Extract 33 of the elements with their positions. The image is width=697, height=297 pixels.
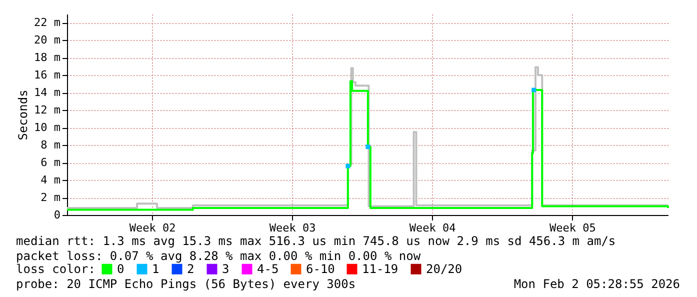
x-tick-label: Week 04 <box>409 222 456 234</box>
point <box>532 88 536 92</box>
legend-label: 0 <box>117 262 124 276</box>
y-tick-label: 22 m <box>34 16 61 30</box>
text: Mon Feb 2 05:28:55 2026 <box>514 277 680 291</box>
legend-label: 11-19 <box>362 262 398 276</box>
y-tick-label: 12 m <box>34 104 61 117</box>
x-tick-label: Week 05 <box>549 222 596 234</box>
y-tick-label: 2 m <box>40 191 61 204</box>
y-tick-label: 0 <box>54 208 60 222</box>
y-tick-label: 14 m <box>34 86 61 100</box>
text: packet loss: 0.07 % avg 8.28 % max 0.00 % min 0.00 % now <box>16 249 422 263</box>
x-tick-label: Week 03 <box>269 222 316 234</box>
point <box>346 164 350 168</box>
y-axis-title: Seconds <box>16 90 30 140</box>
legend-title: loss color: <box>16 262 96 276</box>
y-tick-label: 4 m <box>40 174 61 187</box>
legend-label: 2 <box>187 262 194 276</box>
y-tick-label: 6 m <box>40 156 61 170</box>
legend-label: 1 <box>152 262 160 276</box>
legend-label: 6-10 <box>306 262 335 276</box>
text: median rtt: 1.3 ms avg 15.3 ms max 516.3 us min 745.8 us now 2.9 ms sd 456.3 m am/s <box>16 234 616 248</box>
y-tick-label: 10 m <box>34 121 61 134</box>
y-tick-label: 18 m <box>34 51 61 64</box>
legend-label: 20/20 <box>426 262 462 276</box>
point <box>366 144 370 150</box>
text: probe: 20 ICMP Echo Pings (56 Bytes) every 300s <box>16 277 356 291</box>
y-tick-label: 16 m <box>34 68 61 82</box>
legend-label: 4-5 <box>257 262 279 276</box>
y-tick-label: 8 m <box>40 138 61 152</box>
legend-label: 3 <box>222 262 230 276</box>
y-tick-label: 20 m <box>34 34 61 47</box>
x-tick-label: Week 02 <box>129 222 176 234</box>
